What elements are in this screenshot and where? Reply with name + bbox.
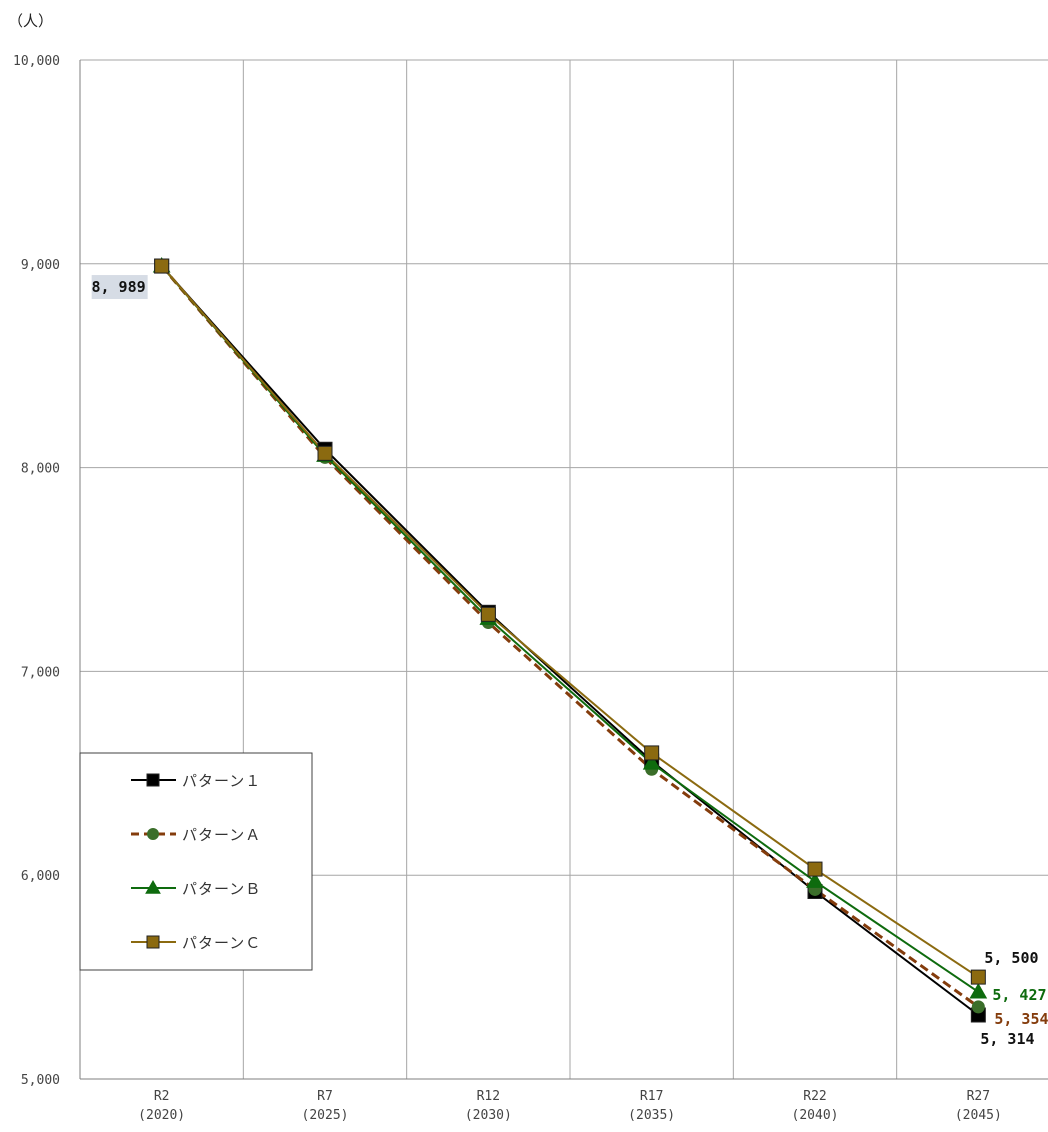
series-line-2 (160, 265, 979, 993)
legend: パターン１ パターンＡ パターンＢ パターンＣ (79, 752, 313, 971)
axis-labels: 5,000 6,000 7,000 8,000 9,000 10,000 （人） R2 (202… (8, 12, 1002, 1123)
x-tick-sublabel: (2035) (628, 1108, 675, 1123)
y-tick-label: 8,000 (21, 462, 60, 477)
y-tick-label: 5,000 (21, 1073, 60, 1088)
series-line-0 (160, 265, 979, 1016)
legend-marker-3 (146, 935, 160, 949)
series-2-point (806, 872, 824, 888)
x-tick-sublabel: (2025) (302, 1108, 349, 1123)
series-3-point (480, 606, 496, 622)
series-3-point (807, 861, 823, 877)
series-3-point (970, 969, 986, 985)
series-3-point (317, 445, 333, 461)
data-label-bg (91, 275, 148, 300)
series-2-point (642, 754, 661, 770)
y-tick-label: 10,000 (13, 54, 60, 69)
x-tick-label: R12 (477, 1089, 500, 1104)
series-1-point (971, 1000, 985, 1014)
data-label: 5, 427 (992, 986, 1046, 1004)
x-tick-sublabel: (2020) (138, 1108, 185, 1123)
legend-marker-0 (146, 773, 160, 787)
y-unit-label: （人） (8, 12, 53, 30)
series-line-1 (160, 265, 980, 1009)
data-label: 5, 354 (994, 1010, 1048, 1028)
data-label: 8, 989 (91, 278, 145, 296)
series-3-point (644, 745, 660, 761)
legend-label-1: パターンＡ (182, 826, 261, 844)
legend-marker-2 (145, 879, 161, 894)
x-tick-label: R22 (803, 1089, 826, 1104)
x-tick-label: R27 (967, 1089, 990, 1104)
legend-box (79, 752, 313, 971)
legend-marker-1 (147, 828, 159, 840)
x-tick-label: R17 (640, 1089, 663, 1104)
legend-label-0: パターン１ (182, 772, 261, 790)
data-label: 5, 500 (984, 949, 1038, 967)
series-2-point (969, 982, 988, 999)
series-line-3 (160, 265, 979, 978)
series-3-point (154, 258, 170, 274)
x-tick-sublabel: (2040) (792, 1108, 839, 1123)
legend-label-3: パターンＣ (182, 934, 261, 952)
x-tick-label: R2 (154, 1089, 170, 1104)
y-tick-label: 7,000 (21, 665, 60, 680)
data-labels: 8, 989 5, 500 5, 427 5, 354 5, 314 (91, 275, 1048, 1048)
x-tick-label: R7 (317, 1089, 333, 1104)
series-layer (152, 257, 988, 1023)
legend-label-2: パターンＢ (182, 880, 261, 898)
y-tick-label: 6,000 (21, 869, 60, 884)
data-label: 5, 314 (980, 1030, 1034, 1048)
x-tick-sublabel: (2045) (955, 1108, 1002, 1123)
x-tick-sublabel: (2030) (465, 1108, 512, 1123)
y-tick-label: 9,000 (21, 258, 60, 273)
